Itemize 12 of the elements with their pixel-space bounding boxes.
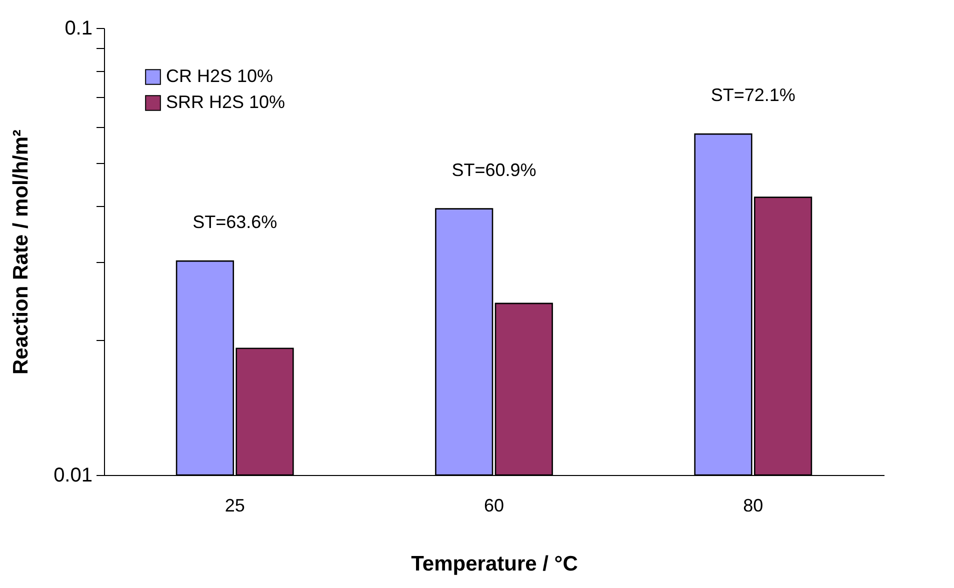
y-tick-label: 0.01	[54, 464, 92, 486]
x-tick-label: 80	[743, 496, 764, 516]
x-tick-label: 60	[484, 496, 504, 516]
x-tick-label: 25	[224, 496, 245, 516]
legend-label: CR H2S 10%	[166, 66, 274, 86]
annotation: ST=63.6%	[192, 212, 278, 232]
x-axis-title: Temperature / °C	[411, 552, 578, 576]
y-tick-label: 0.1	[64, 18, 92, 40]
y-axis-title: Reaction Rate / mol/h/m²	[10, 129, 33, 375]
annotation: ST=72.1%	[710, 85, 796, 106]
annotation: ST=60.9%	[452, 160, 536, 180]
legend-label: SRR H2S 10%	[166, 92, 286, 112]
